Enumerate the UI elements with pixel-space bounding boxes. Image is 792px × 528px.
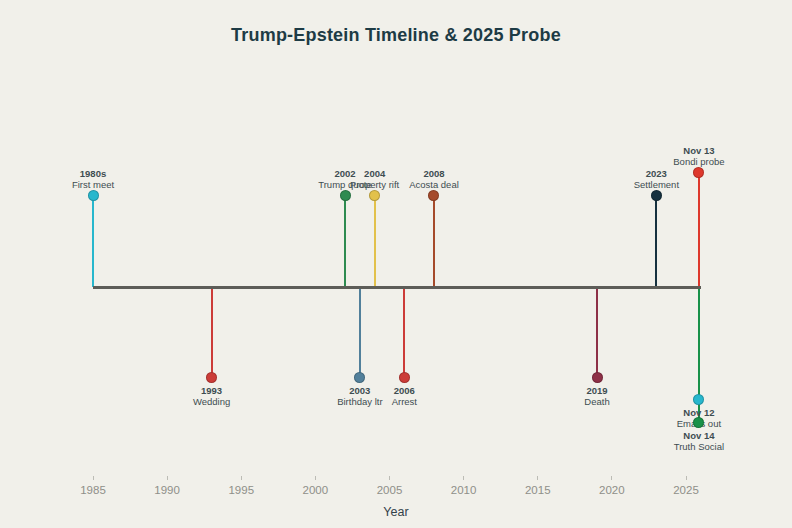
event-title: First meet xyxy=(33,179,153,190)
timeline-chart: Trump-Epstein Timeline & 2025 Probe 1980… xyxy=(0,0,792,528)
x-tick-mark xyxy=(241,476,242,480)
event-dot xyxy=(693,167,704,178)
event-date: 1993 xyxy=(152,385,272,396)
event-date: 2006 xyxy=(344,385,464,396)
event-stem xyxy=(433,195,435,287)
x-tick-mark xyxy=(93,476,94,480)
event-date: 1980s xyxy=(33,168,153,179)
event-date: Nov 14 xyxy=(639,430,759,441)
event-title: Wedding xyxy=(152,396,272,407)
event-dot xyxy=(693,394,704,405)
event-date: Nov 13 xyxy=(639,145,759,156)
x-tick-label: 2020 xyxy=(582,484,642,496)
event-stem xyxy=(596,287,598,377)
event-label: 2019Death xyxy=(537,385,657,407)
x-tick-mark xyxy=(389,476,390,480)
event-label: 2008Acosta deal xyxy=(374,168,494,190)
event-label: Nov 13Bondi probe xyxy=(639,145,759,167)
event-title: Bondi probe xyxy=(639,156,759,167)
event-stem xyxy=(92,195,94,287)
event-dot xyxy=(88,190,99,201)
event-dot xyxy=(693,417,704,428)
event-title: Acosta deal xyxy=(374,179,494,190)
event-label: 1980sFirst meet xyxy=(33,168,153,190)
timeline-axis-line xyxy=(93,286,701,289)
event-stem xyxy=(344,195,346,287)
event-dot xyxy=(369,190,380,201)
event-title: Truth Social xyxy=(639,441,759,452)
event-dot xyxy=(340,190,351,201)
event-dot xyxy=(428,190,439,201)
event-dot xyxy=(399,372,410,383)
event-dot xyxy=(592,372,603,383)
event-label: 2006Arrest xyxy=(344,385,464,407)
x-tick-label: 1985 xyxy=(63,484,123,496)
event-date: 2019 xyxy=(537,385,657,396)
event-title: Settlement xyxy=(596,179,716,190)
x-tick-mark xyxy=(537,476,538,480)
x-tick-label: 1995 xyxy=(211,484,271,496)
x-tick-label: 2010 xyxy=(434,484,494,496)
event-stem xyxy=(211,287,213,377)
x-tick-label: 2005 xyxy=(360,484,420,496)
event-stem xyxy=(359,287,361,377)
event-dot xyxy=(354,372,365,383)
event-stem xyxy=(403,287,405,377)
event-dot xyxy=(651,190,662,201)
x-tick-label: 2025 xyxy=(656,484,716,496)
chart-title: Trump-Epstein Timeline & 2025 Probe xyxy=(0,25,792,46)
event-label: Nov 14Truth Social xyxy=(639,430,759,452)
event-title: Death xyxy=(537,396,657,407)
event-dot xyxy=(206,372,217,383)
event-title: Arrest xyxy=(344,396,464,407)
x-tick-mark xyxy=(167,476,168,480)
x-tick-mark xyxy=(463,476,464,480)
x-axis-title: Year xyxy=(0,505,792,519)
event-label: 1993Wedding xyxy=(152,385,272,407)
x-tick-mark xyxy=(315,476,316,480)
event-date: 2008 xyxy=(374,168,494,179)
x-tick-label: 2015 xyxy=(508,484,568,496)
event-stem xyxy=(374,195,376,287)
x-tick-label: 1990 xyxy=(137,484,197,496)
x-tick-label: 2000 xyxy=(285,484,345,496)
x-tick-mark xyxy=(686,476,687,480)
event-stem xyxy=(655,195,657,287)
x-tick-mark xyxy=(611,476,612,480)
